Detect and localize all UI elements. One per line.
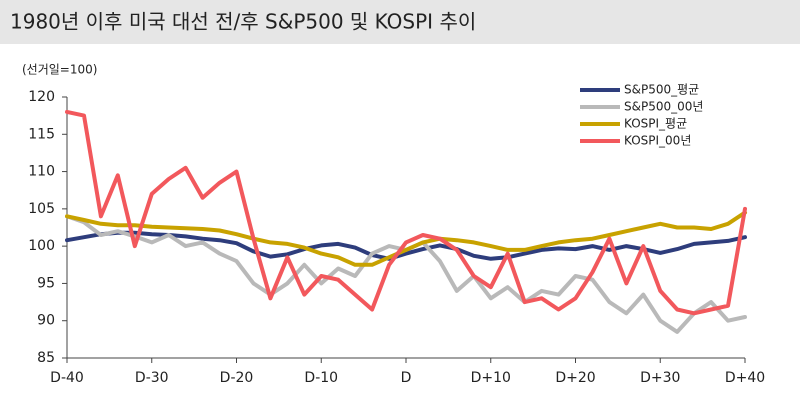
y-tick-label: 115 <box>28 126 55 142</box>
y-tick-label: 105 <box>28 201 55 217</box>
y-tick-label: 100 <box>28 238 55 254</box>
x-tick-label: D+40 <box>725 370 765 386</box>
title-band <box>0 0 800 44</box>
series-line <box>65 230 747 261</box>
y-tick-label: 120 <box>28 89 55 105</box>
x-tick-label: D-20 <box>220 370 254 386</box>
series-line <box>65 210 747 267</box>
y-tick-label: 95 <box>37 275 55 291</box>
legend-label: S&P500_평균 <box>624 83 699 97</box>
legend-label: S&P500_00년 <box>624 100 703 114</box>
series-line <box>65 214 747 334</box>
chart-title: 1980년 이후 미국 대선 전/후 S&P500 및 KOSPI 추이 <box>10 10 476 34</box>
y-axis-label: (선거일=100) <box>22 63 97 77</box>
series-line <box>65 109 747 316</box>
y-tick-label: 110 <box>28 164 55 180</box>
legend-label: KOSPI_00년 <box>624 134 691 148</box>
x-tick-label: D <box>401 370 412 386</box>
legend-label: KOSPI_평균 <box>624 117 687 131</box>
y-tick-label: 90 <box>37 313 55 329</box>
y-tick-label: 85 <box>37 350 55 366</box>
x-tick-label: D+10 <box>471 370 511 386</box>
x-tick-label: D-10 <box>304 370 338 386</box>
x-tick-label: D+30 <box>640 370 680 386</box>
x-tick-label: D+20 <box>555 370 595 386</box>
x-tick-label: D-30 <box>135 370 169 386</box>
x-tick-label: D-40 <box>50 370 84 386</box>
